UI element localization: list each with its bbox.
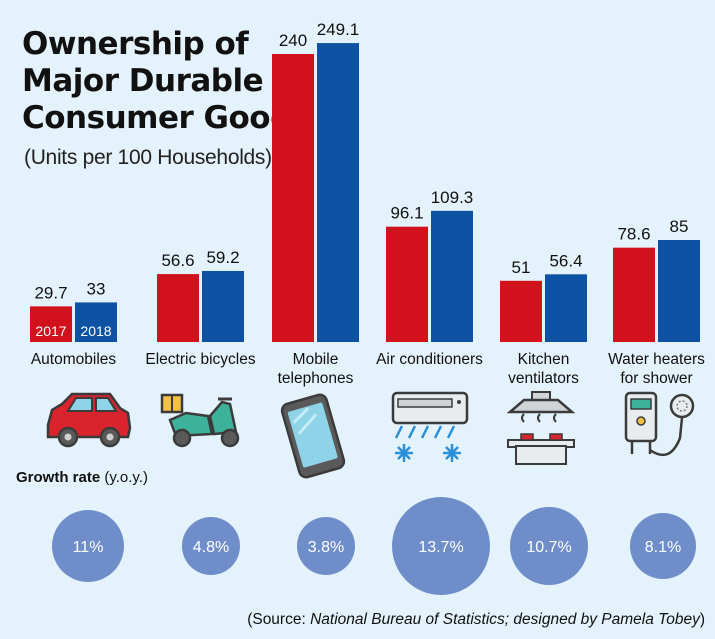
growth-bubble (630, 513, 696, 579)
bar-2018-5 (658, 240, 700, 342)
car-icon (46, 392, 132, 448)
category-label: Electric bicycles (145, 351, 255, 368)
growth-rate-value: 3.8% (308, 539, 344, 556)
growth-rate-label: Growth rate (y.o.y.) (16, 469, 148, 486)
bar-2018-4 (545, 274, 587, 342)
growth-rate-value: 13.7% (418, 539, 463, 556)
growth-bubble (392, 497, 490, 595)
bar-2018-3 (431, 210, 473, 342)
category-label: Kitchen (518, 351, 570, 368)
category-label: ventilators (508, 370, 579, 387)
bar-2017-1 (157, 274, 199, 342)
growth-bubble (182, 517, 240, 575)
phone-icon (280, 393, 346, 479)
title-line-3: Consumer Goods (22, 100, 310, 136)
value-label: 109.3 (431, 188, 474, 207)
value-label: 96.1 (390, 204, 423, 223)
category-label: Mobile (293, 351, 339, 368)
category-label: Air conditioners (376, 351, 483, 368)
value-label: 56.6 (161, 251, 194, 270)
bar-2017-5 (613, 247, 655, 342)
title-line-2: Major Durable (22, 63, 264, 99)
growth-rate-value: 8.1% (645, 539, 681, 556)
value-label: 78.6 (617, 225, 650, 244)
chart-subtitle: (Units per 100 Households) (24, 146, 272, 169)
range-hood-icon (506, 391, 576, 465)
growth-bubble (510, 507, 588, 585)
growth-rate-label-bold: Growth rate (16, 469, 101, 486)
growth-rate-value: 4.8% (193, 539, 229, 556)
water-heater-icon (624, 391, 695, 457)
air-conditioner-icon (391, 391, 469, 462)
bar-2017-0 (30, 306, 72, 342)
legend-2018: 2018 (80, 323, 111, 339)
title-line-1: Ownership of (22, 26, 249, 62)
source-suffix: ) (699, 611, 705, 628)
source-prefix: (Source: (247, 611, 311, 628)
scooter-icon (160, 393, 240, 448)
category-label: Water heaters (608, 351, 705, 368)
bar-2018-1 (202, 270, 244, 342)
growth-rate-value: 10.7% (526, 539, 571, 556)
source-note: (Source: National Bureau of Statistics; … (247, 611, 705, 629)
value-label: 51 (512, 258, 531, 277)
value-label: 33 (87, 279, 106, 298)
category-label: telephones (278, 370, 354, 387)
value-label: 240 (279, 31, 307, 50)
source-credit: National Bureau of Statistics; designed … (310, 611, 700, 628)
bar-2017-4 (500, 280, 542, 342)
value-label: 29.7 (34, 283, 67, 302)
legend-2017: 2017 (35, 323, 66, 339)
value-label: 85 (670, 217, 689, 236)
growth-rate-label-unit: (y.o.y.) (104, 469, 148, 486)
chart-title: Ownership of Major Durable Consumer Good… (22, 26, 310, 137)
growth-bubble (297, 517, 355, 575)
category-label: for shower (620, 370, 692, 387)
value-label: 56.4 (549, 251, 582, 270)
bar-2017-2 (272, 54, 314, 342)
growth-rate-value: 11% (73, 539, 104, 556)
value-label: 59.2 (206, 248, 239, 267)
bar-2018-2 (317, 43, 359, 342)
bar-2017-3 (386, 226, 428, 342)
growth-bubble (52, 510, 124, 582)
bar-2018-0 (75, 302, 117, 342)
category-label: Automobiles (31, 351, 117, 368)
value-label: 249.1 (317, 20, 360, 39)
